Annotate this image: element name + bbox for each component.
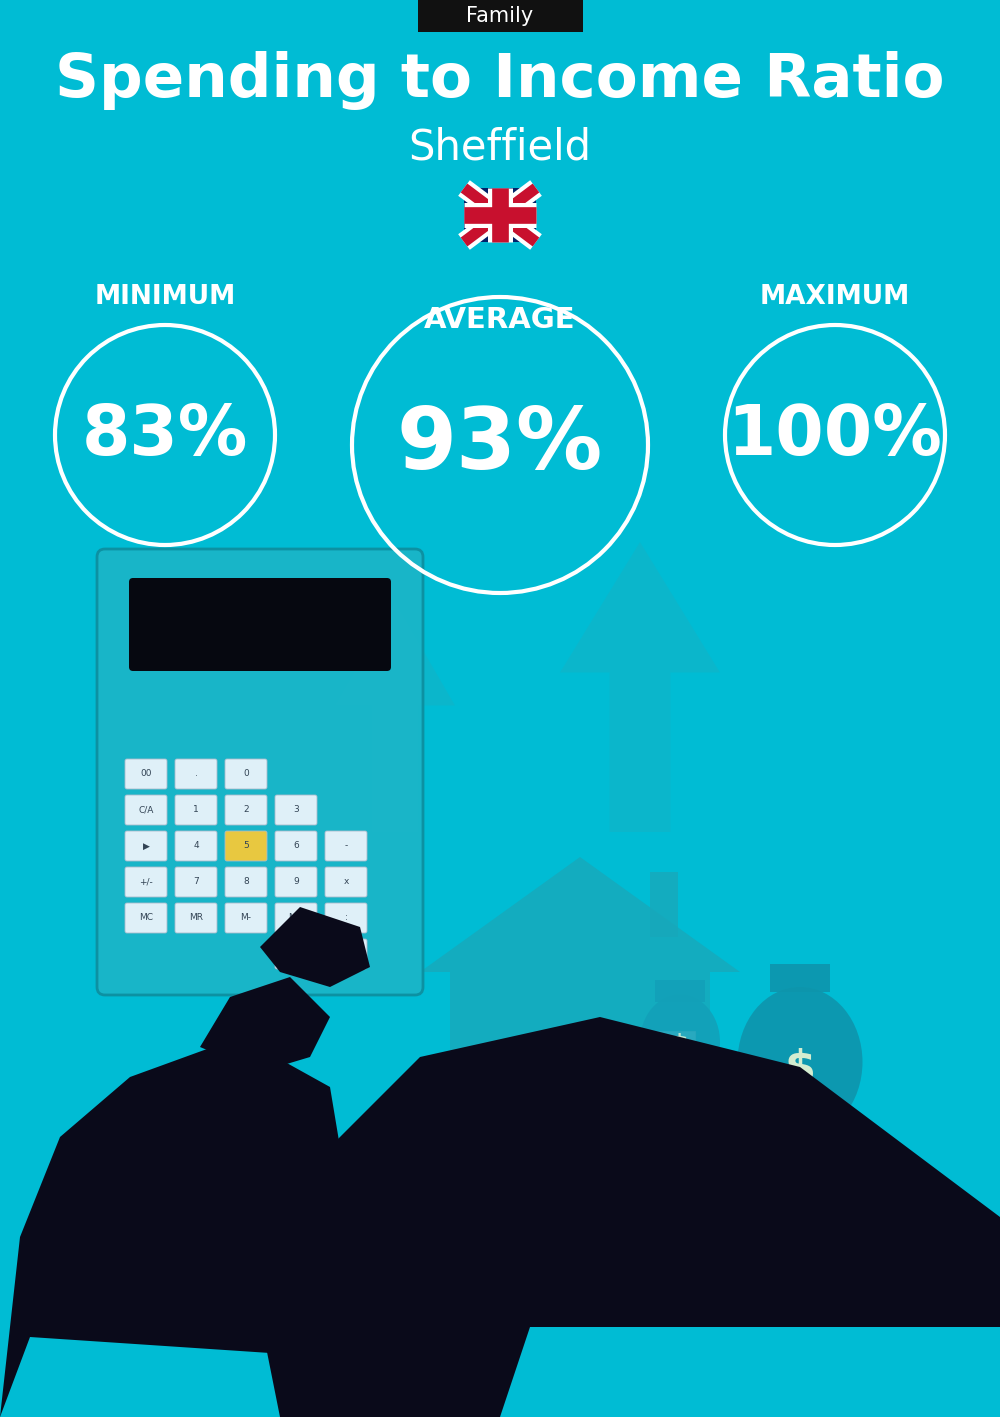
Polygon shape xyxy=(200,976,330,1073)
Bar xyxy=(450,972,710,1168)
Polygon shape xyxy=(335,602,455,832)
Text: 93%: 93% xyxy=(397,404,603,486)
Text: ▶: ▶ xyxy=(143,842,149,850)
FancyBboxPatch shape xyxy=(129,578,391,672)
Text: Spending to Income Ratio: Spending to Income Ratio xyxy=(55,51,945,109)
Bar xyxy=(650,871,678,937)
Text: AVERAGE: AVERAGE xyxy=(424,306,576,334)
Text: 100%: 100% xyxy=(728,401,942,469)
Ellipse shape xyxy=(640,995,720,1090)
FancyBboxPatch shape xyxy=(275,903,317,932)
Polygon shape xyxy=(560,541,720,832)
Bar xyxy=(552,1067,608,1168)
Polygon shape xyxy=(0,1338,330,1417)
Text: 7: 7 xyxy=(193,877,199,887)
Bar xyxy=(464,188,536,242)
Text: M+: M+ xyxy=(288,914,304,922)
Text: 1: 1 xyxy=(193,805,199,815)
Text: :: : xyxy=(345,914,347,922)
Text: $: $ xyxy=(784,1047,816,1091)
FancyBboxPatch shape xyxy=(325,830,367,862)
Text: C/A: C/A xyxy=(138,805,154,815)
Text: 4: 4 xyxy=(193,842,199,850)
Text: MAXIMUM: MAXIMUM xyxy=(760,283,910,310)
FancyBboxPatch shape xyxy=(175,903,217,932)
FancyBboxPatch shape xyxy=(175,795,217,825)
Polygon shape xyxy=(260,907,370,988)
Text: Sheffield: Sheffield xyxy=(409,128,592,169)
FancyBboxPatch shape xyxy=(225,830,267,862)
FancyBboxPatch shape xyxy=(225,760,267,789)
Text: 3: 3 xyxy=(293,805,299,815)
FancyBboxPatch shape xyxy=(275,939,317,969)
Text: 6: 6 xyxy=(293,842,299,850)
FancyBboxPatch shape xyxy=(325,939,367,969)
FancyBboxPatch shape xyxy=(225,795,267,825)
Text: 83%: 83% xyxy=(82,401,248,469)
Bar xyxy=(655,981,705,1002)
Polygon shape xyxy=(0,1037,360,1417)
Polygon shape xyxy=(500,1326,1000,1417)
Text: 9: 9 xyxy=(293,877,299,887)
Ellipse shape xyxy=(738,988,862,1136)
Text: MR: MR xyxy=(189,914,203,922)
Bar xyxy=(600,1067,695,1081)
FancyBboxPatch shape xyxy=(225,903,267,932)
Bar xyxy=(600,1085,695,1100)
Text: %: % xyxy=(292,949,300,958)
Bar xyxy=(770,964,830,992)
Text: 8: 8 xyxy=(243,877,249,887)
FancyBboxPatch shape xyxy=(125,867,167,897)
Bar xyxy=(600,1102,695,1117)
Text: $: $ xyxy=(670,1033,690,1061)
Text: -: - xyxy=(344,842,348,850)
FancyBboxPatch shape xyxy=(275,795,317,825)
FancyBboxPatch shape xyxy=(225,867,267,897)
Text: 0: 0 xyxy=(243,769,249,778)
Text: MU: MU xyxy=(339,949,353,958)
FancyBboxPatch shape xyxy=(325,903,367,932)
FancyBboxPatch shape xyxy=(125,830,167,862)
FancyBboxPatch shape xyxy=(175,867,217,897)
Bar xyxy=(464,188,536,242)
FancyBboxPatch shape xyxy=(175,830,217,862)
Text: MC: MC xyxy=(139,914,153,922)
FancyBboxPatch shape xyxy=(125,795,167,825)
Text: 00: 00 xyxy=(140,769,152,778)
FancyBboxPatch shape xyxy=(97,548,423,995)
FancyBboxPatch shape xyxy=(325,867,367,897)
Text: M-: M- xyxy=(240,914,252,922)
Text: x: x xyxy=(343,877,349,887)
FancyBboxPatch shape xyxy=(125,903,167,932)
Text: Family: Family xyxy=(466,6,534,26)
FancyBboxPatch shape xyxy=(175,760,217,789)
FancyBboxPatch shape xyxy=(275,867,317,897)
Text: 2: 2 xyxy=(243,805,249,815)
FancyBboxPatch shape xyxy=(125,760,167,789)
FancyBboxPatch shape xyxy=(418,0,582,33)
Bar xyxy=(600,1032,695,1044)
Polygon shape xyxy=(420,857,740,972)
FancyBboxPatch shape xyxy=(275,830,317,862)
Text: +/-: +/- xyxy=(139,877,153,887)
Text: MINIMUM: MINIMUM xyxy=(94,283,236,310)
Text: .: . xyxy=(195,769,197,778)
Polygon shape xyxy=(250,1017,1000,1417)
Text: 5: 5 xyxy=(243,842,249,850)
Bar xyxy=(600,1049,695,1063)
